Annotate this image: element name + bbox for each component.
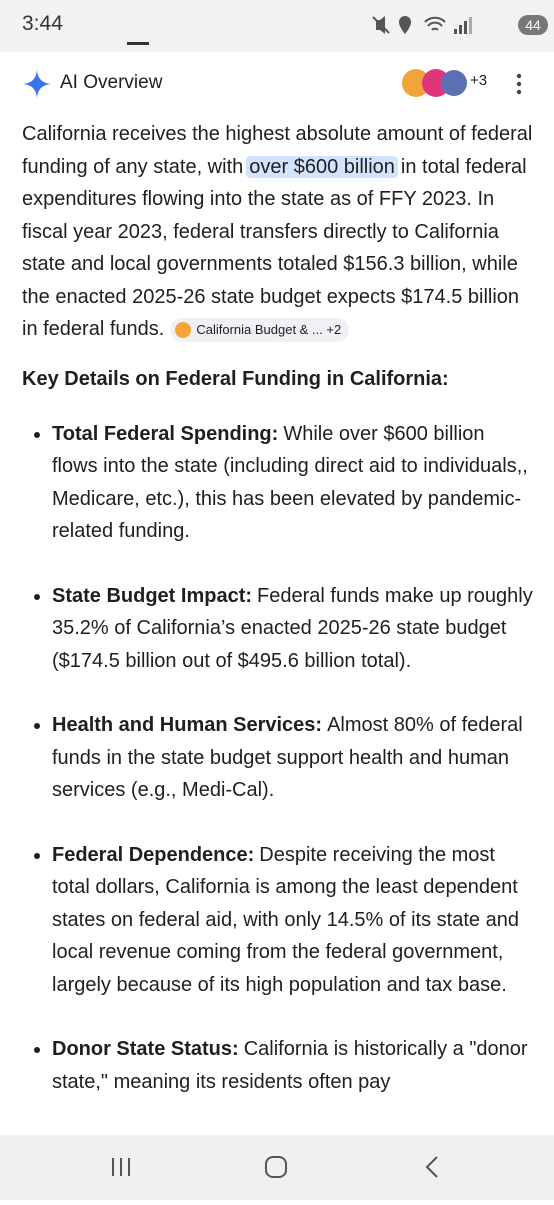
bullet-text: Almost 80% of federal funds in the state…	[52, 714, 523, 801]
highlight: over $600 billion	[246, 155, 398, 178]
bullet-label: Federal Dependence:	[52, 843, 255, 866]
summary: California receives the highest absolute…	[22, 118, 534, 346]
ai-sparkle	[23, 70, 51, 98]
bullet-text: California is historically a "donor stat…	[52, 1038, 528, 1093]
title: AI Overview	[60, 72, 163, 93]
nav-bar	[0, 1135, 554, 1200]
bullet: State Budget Impact:Federal funds make u…	[52, 580, 534, 678]
status-icons	[372, 16, 472, 34]
ai-overview-header: AI Overview +3	[0, 62, 554, 106]
content: California receives the highest absolute…	[22, 118, 534, 1135]
bullet: Health and Human Services:Almost 80% of …	[52, 709, 534, 807]
bullet-text: Federal funds make up roughly 35.2% of C…	[52, 584, 533, 672]
bullet: Federal Dependence:Despite receiving the…	[52, 839, 534, 1002]
source-count[interactable]: +3	[470, 72, 488, 89]
handle	[127, 42, 149, 45]
text: California receives the highest absolute…	[22, 123, 533, 178]
source-icons[interactable]	[400, 66, 470, 100]
chip-count: +2	[326, 321, 342, 337]
menu[interactable]	[515, 72, 523, 96]
chip-label: California Budget & ...	[196, 321, 323, 337]
battery: 44	[518, 15, 548, 35]
bullet-label: Donor State Status:	[52, 1038, 239, 1060]
bullet: Donor State Status:California is histori…	[52, 1033, 534, 1098]
bullet-text: Despite receiving the most total dollars…	[52, 843, 519, 996]
source-chip[interactable]: California Budget & ... +2	[170, 317, 350, 342]
bullet-list: Total Federal Spending:While over $600 b…	[22, 418, 534, 1099]
nav-icons	[112, 1156, 438, 1178]
bullet-label: State Budget Impact:	[52, 584, 253, 607]
chip-icon	[175, 322, 192, 339]
section-heading: Key Details on Federal Funding in Califo…	[22, 367, 449, 390]
bullet-text: While over $600 billion flows into the s…	[52, 422, 528, 543]
clock: 3:44	[22, 12, 63, 35]
bullet-label: Total Federal Spending:	[52, 422, 279, 445]
status-bar: 3:44 44	[0, 0, 554, 52]
bullet: Total Federal Spending:While over $600 b…	[52, 418, 534, 548]
text: in total federal expenditures flowing in…	[22, 155, 527, 341]
bullet-label: Health and Human Services:	[52, 714, 323, 736]
